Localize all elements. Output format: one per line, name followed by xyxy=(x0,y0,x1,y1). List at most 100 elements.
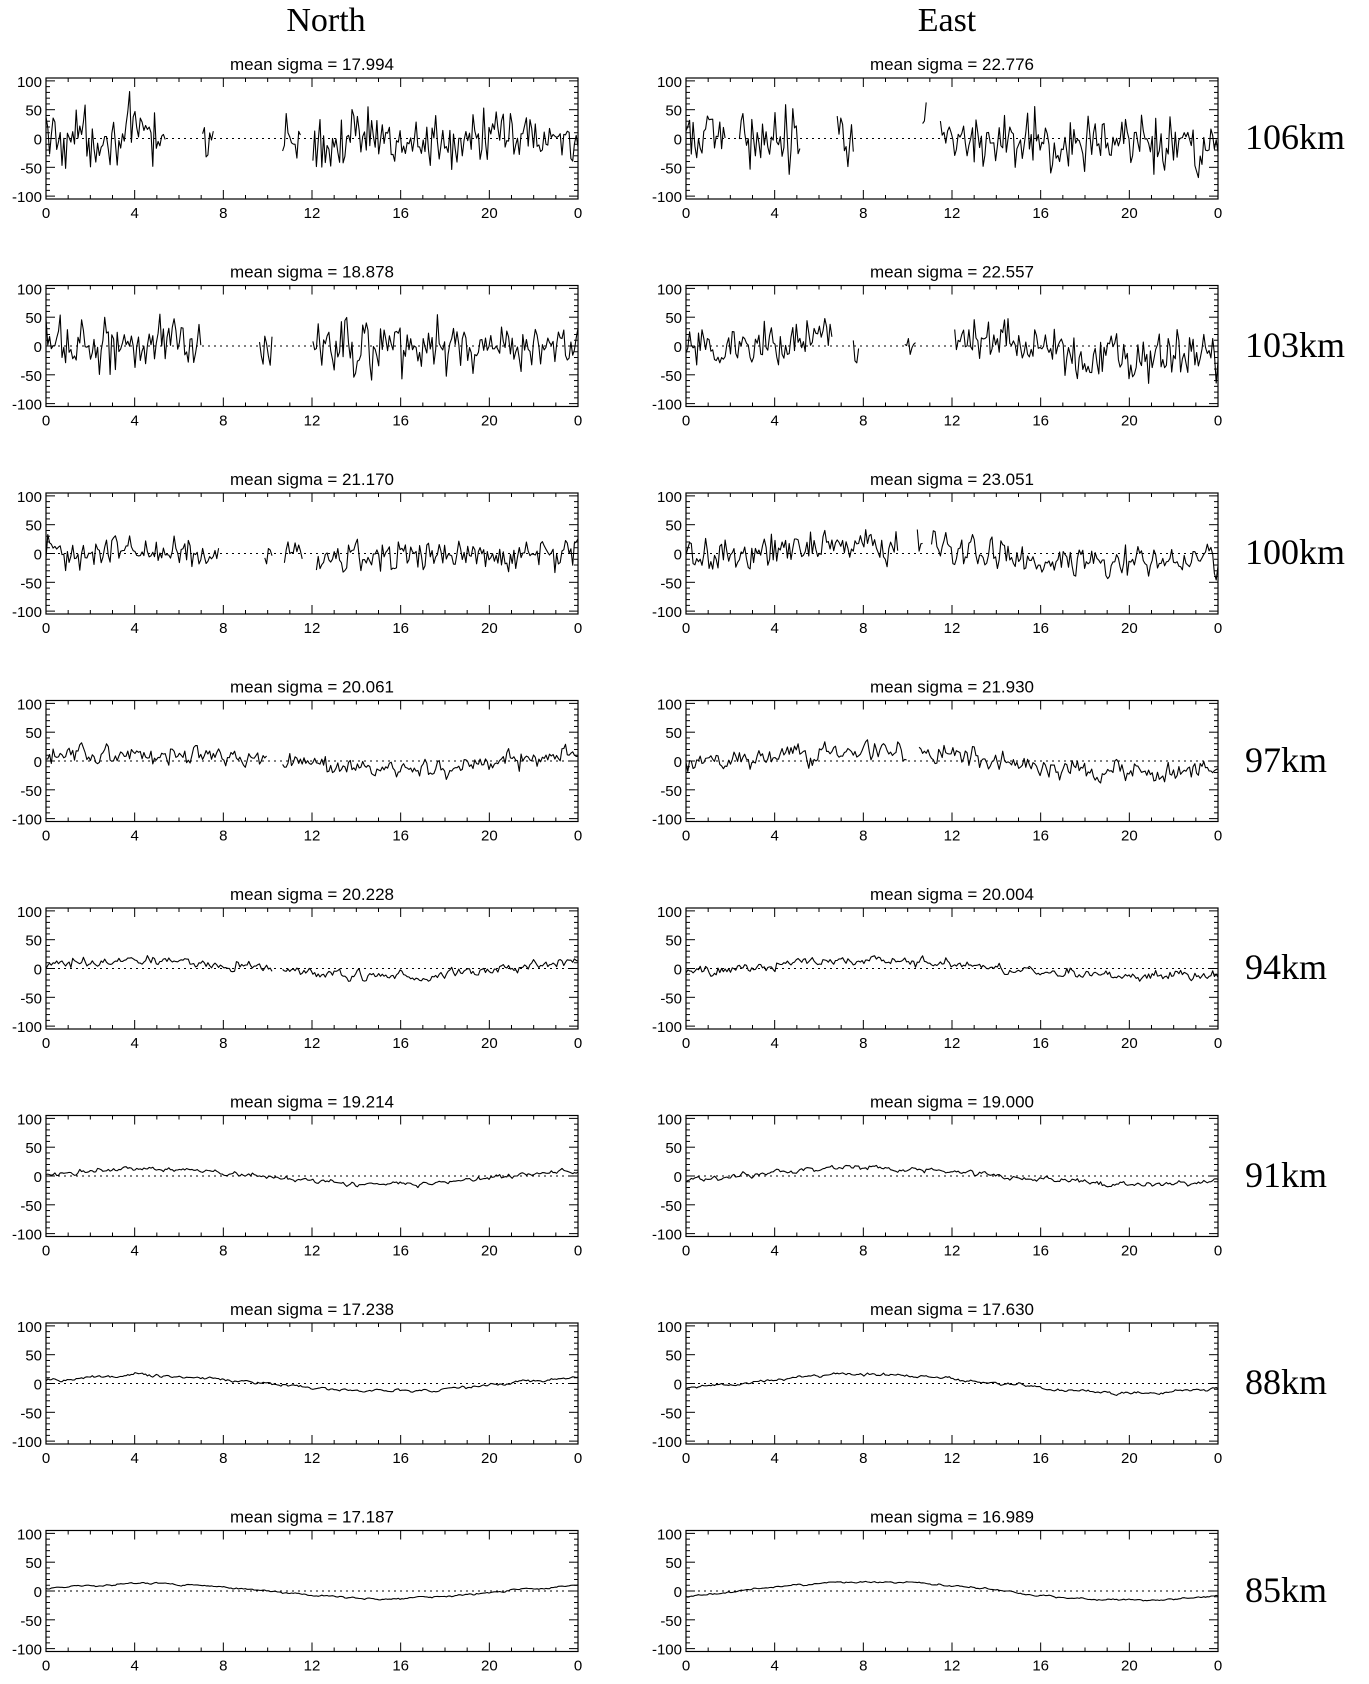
panel-title: mean sigma = 20.004 xyxy=(870,885,1034,904)
x-tick-label: 8 xyxy=(859,1658,867,1675)
x-tick-label: 20 xyxy=(1121,413,1138,430)
x-tick-label: 20 xyxy=(481,205,498,222)
x-tick-label: 16 xyxy=(1032,1658,1049,1675)
y-tick-label: -50 xyxy=(20,1613,42,1630)
x-tick-label: 0 xyxy=(1214,1035,1222,1052)
x-tick-label: 0 xyxy=(574,1450,582,1467)
y-tick-label: -100 xyxy=(12,1227,42,1244)
y-tick-label: -50 xyxy=(20,1198,42,1215)
data-line xyxy=(685,529,1219,581)
x-tick-label: 12 xyxy=(304,620,321,637)
x-tick-label: 0 xyxy=(1214,1243,1222,1260)
x-tick-label: 0 xyxy=(1214,620,1222,637)
x-tick-label: 0 xyxy=(682,1035,690,1052)
x-tick-label: 0 xyxy=(574,413,582,430)
x-tick-label: 16 xyxy=(1032,205,1049,222)
x-tick-label: 8 xyxy=(219,1243,227,1260)
y-tick-label: 100 xyxy=(657,1319,682,1336)
x-tick-label: 0 xyxy=(574,1243,582,1260)
x-tick-label: 16 xyxy=(1032,1450,1049,1467)
x-tick-label: 0 xyxy=(42,828,50,845)
x-tick-label: 12 xyxy=(944,1035,961,1052)
x-tick-label: 4 xyxy=(130,205,138,222)
altitude-label: 85km xyxy=(1245,1569,1328,1610)
y-tick-label: -100 xyxy=(652,812,682,829)
data-line xyxy=(45,1581,579,1601)
x-tick-label: 8 xyxy=(859,413,867,430)
x-tick-label: 4 xyxy=(770,205,778,222)
east-column-header: East xyxy=(917,2,977,39)
x-tick-label: 16 xyxy=(1032,1243,1049,1260)
y-tick-label: -100 xyxy=(652,189,682,206)
y-tick-label: 50 xyxy=(25,933,42,950)
y-tick-label: 0 xyxy=(34,339,42,356)
x-tick-label: 8 xyxy=(219,828,227,845)
x-tick-label: 12 xyxy=(304,828,321,845)
x-tick-label: 12 xyxy=(944,205,961,222)
y-tick-label: -50 xyxy=(660,1198,682,1215)
panel-title: mean sigma = 16.989 xyxy=(870,1508,1034,1527)
x-tick-label: 8 xyxy=(859,1035,867,1052)
y-tick-label: -100 xyxy=(12,812,42,829)
panel-title: mean sigma = 23.051 xyxy=(870,470,1034,489)
x-tick-label: 16 xyxy=(1032,1035,1049,1052)
y-tick-label: 0 xyxy=(34,1169,42,1186)
x-tick-label: 16 xyxy=(392,828,409,845)
x-tick-label: 0 xyxy=(42,620,50,637)
y-tick-label: -100 xyxy=(652,1642,682,1659)
y-tick-label: 50 xyxy=(665,518,682,535)
altitude-label: 106km xyxy=(1245,117,1346,157)
y-tick-label: -100 xyxy=(12,1642,42,1659)
y-tick-label: 100 xyxy=(657,74,682,91)
x-tick-label: 20 xyxy=(481,1658,498,1675)
data-line xyxy=(685,1580,1219,1602)
y-tick-label: -100 xyxy=(12,604,42,621)
data-line xyxy=(45,742,579,780)
x-tick-label: 4 xyxy=(130,1450,138,1467)
y-tick-label: -100 xyxy=(12,1019,42,1036)
y-tick-label: -100 xyxy=(652,397,682,414)
x-tick-label: 16 xyxy=(392,1243,409,1260)
y-tick-label: -100 xyxy=(652,1434,682,1451)
y-tick-label: 0 xyxy=(674,1584,682,1601)
x-tick-label: 8 xyxy=(219,1658,227,1675)
x-tick-label: 8 xyxy=(219,1450,227,1467)
x-tick-label: 0 xyxy=(574,1035,582,1052)
y-tick-label: 100 xyxy=(17,1526,42,1543)
y-tick-label: -100 xyxy=(12,397,42,414)
x-tick-label: 16 xyxy=(1032,413,1049,430)
x-tick-label: 0 xyxy=(682,620,690,637)
y-tick-label: -50 xyxy=(20,783,42,800)
x-tick-label: 12 xyxy=(944,1658,961,1675)
y-tick-label: 100 xyxy=(17,1111,42,1128)
y-tick-label: -100 xyxy=(12,189,42,206)
x-tick-label: 0 xyxy=(42,1658,50,1675)
y-tick-label: 0 xyxy=(674,547,682,564)
x-tick-label: 12 xyxy=(304,1243,321,1260)
x-tick-label: 0 xyxy=(42,1450,50,1467)
x-tick-label: 12 xyxy=(944,413,961,430)
data-line xyxy=(45,1372,579,1393)
y-tick-label: 50 xyxy=(25,725,42,742)
x-tick-label: 8 xyxy=(219,1035,227,1052)
altitude-label: 88km xyxy=(1245,1362,1328,1402)
y-tick-label: 50 xyxy=(665,1140,682,1157)
x-tick-label: 0 xyxy=(574,620,582,637)
x-tick-label: 0 xyxy=(42,1035,50,1052)
x-tick-label: 12 xyxy=(944,1243,961,1260)
x-tick-label: 8 xyxy=(859,205,867,222)
x-tick-label: 0 xyxy=(1214,1658,1222,1675)
altitude-label: 91km xyxy=(1245,1154,1328,1195)
x-tick-label: 16 xyxy=(392,1658,409,1675)
x-tick-label: 20 xyxy=(1121,205,1138,222)
x-tick-label: 0 xyxy=(574,205,582,222)
x-tick-label: 0 xyxy=(1214,413,1222,430)
x-tick-label: 8 xyxy=(219,620,227,637)
